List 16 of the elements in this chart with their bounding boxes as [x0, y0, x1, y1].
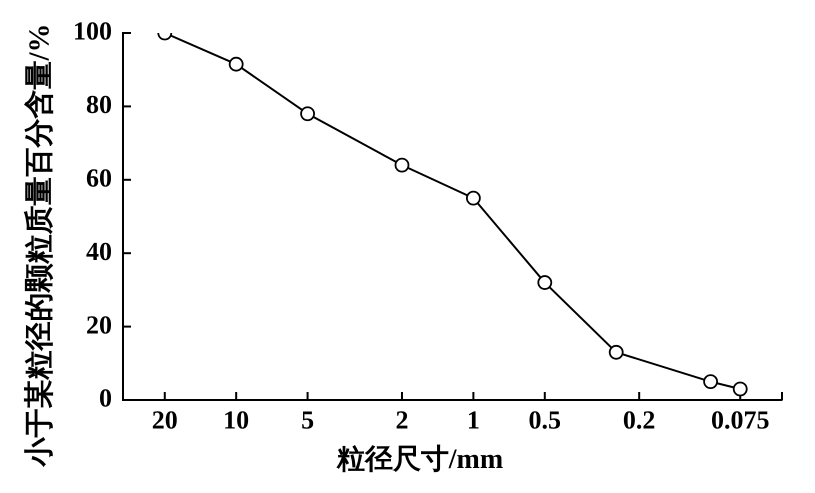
y-tick-label: 60 — [86, 164, 112, 193]
y-tick-label: 80 — [86, 90, 112, 120]
y-tick-label: 100 — [73, 16, 112, 46]
x-tick-label: 20 — [152, 405, 178, 434]
x-tick-label: 0.075 — [710, 405, 770, 434]
y-tick-label: 0 — [99, 384, 112, 413]
x-tick-label: 0.2 — [622, 405, 656, 434]
x-tick-label: 2 — [395, 405, 408, 434]
y-tick-label: 40 — [86, 236, 112, 266]
y-axis-title: 小于某粒径的颗粒质量百分含量/% — [23, 23, 56, 468]
x-tick-label: 0.5 — [528, 405, 562, 434]
x-tick-label: 1 — [466, 405, 480, 434]
y-tick-label: 20 — [86, 310, 112, 340]
x-axis-title: 粒径尺寸/mm — [336, 444, 504, 476]
x-tick-label: 5 — [301, 405, 314, 434]
x-tick-label: 10 — [223, 405, 250, 434]
